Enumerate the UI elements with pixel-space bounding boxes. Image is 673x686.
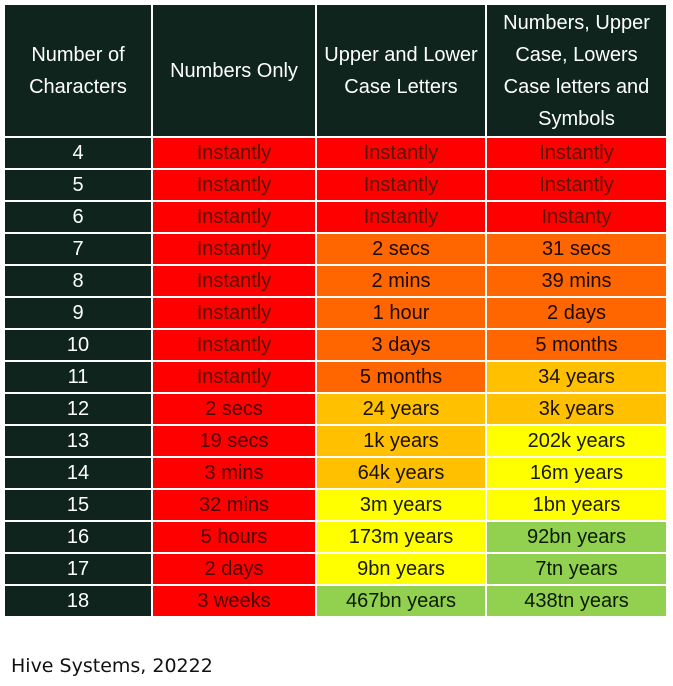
crack-time-cell: 3 weeks [153, 586, 315, 616]
source-caption: Hive Systems, 20222 [11, 655, 213, 677]
password-crack-time-table: Number of Characters Numbers Only Upper … [5, 5, 666, 619]
crack-time-cell: 2 secs [153, 394, 315, 424]
crack-time-cell: Instantly [317, 138, 485, 168]
crack-time-cell: 5 months [317, 362, 485, 392]
row-char-count: 18 [5, 586, 151, 616]
crack-time-cell: 1k years [317, 426, 485, 456]
row-char-count: 15 [5, 490, 151, 520]
crack-time-cell: 92bn years [487, 522, 666, 552]
row-char-count: 7 [5, 234, 151, 264]
crack-time-cell: 1bn years [487, 490, 666, 520]
row-char-count: 16 [5, 522, 151, 552]
crack-time-cell: Instanty [487, 202, 666, 232]
crack-time-cell: 3k years [487, 394, 666, 424]
crack-time-cell: Instantly [153, 138, 315, 168]
crack-time-cell: 2 secs [317, 234, 485, 264]
crack-time-cell: Instantly [153, 234, 315, 264]
crack-time-cell: 7tn years [487, 554, 666, 584]
crack-time-cell: 202k years [487, 426, 666, 456]
row-char-count: 12 [5, 394, 151, 424]
row-char-count: 6 [5, 202, 151, 232]
crack-time-cell: 3m years [317, 490, 485, 520]
crack-time-cell: 32 mins [153, 490, 315, 520]
crack-time-cell: 2 mins [317, 266, 485, 296]
crack-time-cell: Instantly [153, 202, 315, 232]
header-numbers-only: Numbers Only [153, 5, 315, 136]
crack-time-cell: 173m years [317, 522, 485, 552]
crack-time-cell: Instantly [153, 362, 315, 392]
crack-time-cell: 438tn years [487, 586, 666, 616]
crack-time-cell: 5 hours [153, 522, 315, 552]
crack-time-cell: 19 secs [153, 426, 315, 456]
crack-time-cell: 24 years [317, 394, 485, 424]
crack-time-cell: Instantly [153, 170, 315, 200]
header-all-character-types: Numbers, Upper Case, Lowers Case letters… [487, 5, 666, 136]
row-char-count: 10 [5, 330, 151, 360]
row-char-count: 5 [5, 170, 151, 200]
row-char-count: 8 [5, 266, 151, 296]
crack-time-cell: 64k years [317, 458, 485, 488]
crack-time-cell: Instantly [153, 330, 315, 360]
header-number-of-characters: Number of Characters [5, 5, 151, 136]
crack-time-cell: 9bn years [317, 554, 485, 584]
crack-time-cell: Instantly [487, 170, 666, 200]
crack-time-cell: 16m years [487, 458, 666, 488]
crack-time-cell: Instantly [153, 298, 315, 328]
header-upper-lower-case: Upper and Lower Case Letters [317, 5, 485, 136]
crack-time-cell: Instantly [153, 266, 315, 296]
crack-time-cell: 31 secs [487, 234, 666, 264]
crack-time-cell: 2 days [487, 298, 666, 328]
row-char-count: 17 [5, 554, 151, 584]
row-char-count: 9 [5, 298, 151, 328]
crack-time-cell: 3 days [317, 330, 485, 360]
crack-time-cell: Instantly [317, 170, 485, 200]
crack-time-cell: 39 mins [487, 266, 666, 296]
row-char-count: 14 [5, 458, 151, 488]
crack-time-cell: 467bn years [317, 586, 485, 616]
crack-time-cell: 5 months [487, 330, 666, 360]
crack-time-cell: Instantly [487, 138, 666, 168]
crack-time-cell: 2 days [153, 554, 315, 584]
crack-time-cell: 3 mins [153, 458, 315, 488]
row-char-count: 11 [5, 362, 151, 392]
crack-time-cell: Instantly [317, 202, 485, 232]
crack-time-cell: 1 hour [317, 298, 485, 328]
row-char-count: 4 [5, 138, 151, 168]
row-char-count: 13 [5, 426, 151, 456]
crack-time-cell: 34 years [487, 362, 666, 392]
